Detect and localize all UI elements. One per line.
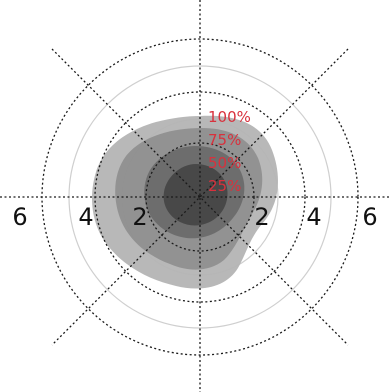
tick-label-left-4: 4 [78, 203, 93, 231]
contour-25 [163, 164, 228, 226]
tick-label-left-6: 6 [12, 203, 27, 231]
tick-label-left-2: 2 [132, 203, 147, 231]
percent-label-75: 75% [208, 131, 241, 149]
tick-label-right-2: 2 [254, 203, 269, 231]
tick-label-right-6: 6 [362, 203, 377, 231]
percent-label-50: 50% [208, 154, 241, 172]
percent-label-25: 25% [208, 177, 241, 195]
percent-label-100: 100% [208, 108, 251, 126]
tick-label-right-4: 4 [306, 203, 321, 231]
